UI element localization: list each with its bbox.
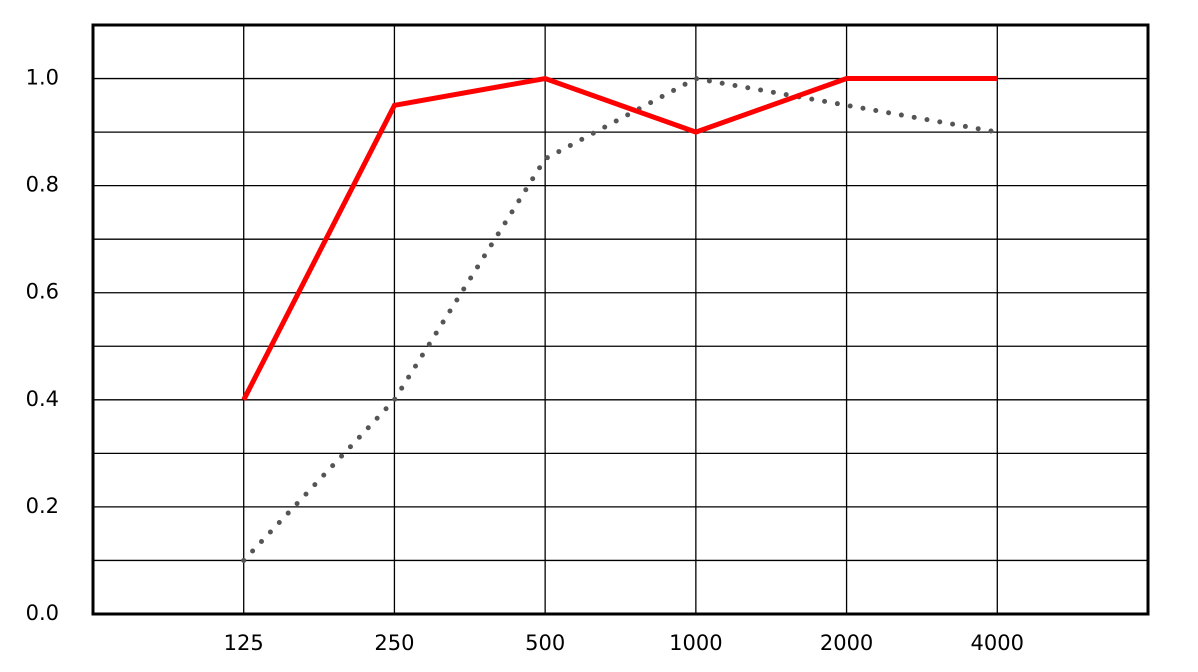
x-tick-label: 250 [374,631,414,655]
y-tick-label: 1.0 [26,66,59,90]
y-tick-label: 0.6 [26,280,59,304]
series-line [241,75,1000,563]
x-tick-label: 125 [224,631,264,655]
x-tick-label: 2000 [820,631,873,655]
x-tick-label: 4000 [971,631,1024,655]
y-tick-label: 0.4 [26,387,59,411]
x-tick-label: 1000 [669,631,722,655]
series-line [241,75,998,401]
y-tick-label: 0.8 [26,173,59,197]
y-tick-label: 0.0 [26,601,59,625]
x-tick-label: 500 [525,631,565,655]
y-tick-label: 0.2 [26,494,59,518]
plot-frame [91,23,1150,616]
